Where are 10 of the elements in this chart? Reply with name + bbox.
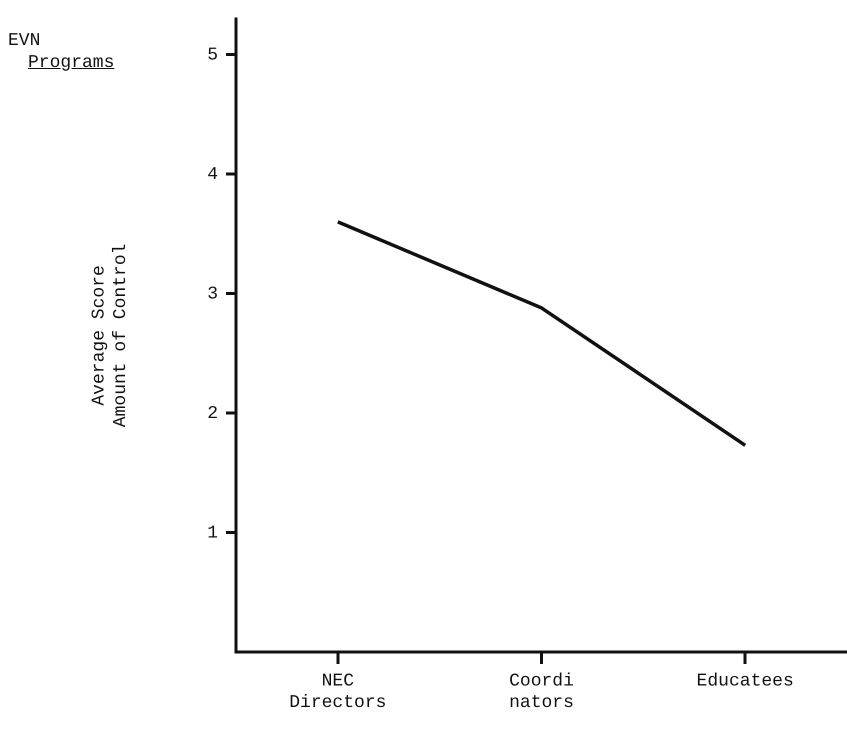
y-tick-label: 3 (207, 284, 218, 304)
text: EVN Programs (8, 30, 114, 74)
y-tick-label: 1 (207, 523, 218, 544)
x-tick-label: Educatees (696, 672, 794, 692)
x-tick-label: Coordi nators (509, 672, 574, 714)
y-tick-label: 2 (207, 404, 218, 424)
y-tick-label: 4 (207, 164, 218, 185)
y-axis-title: Average Score Amount of Control (90, 244, 132, 428)
y-tick-label: 5 (207, 45, 218, 66)
x-tick-label: NEC Directors (289, 672, 386, 714)
